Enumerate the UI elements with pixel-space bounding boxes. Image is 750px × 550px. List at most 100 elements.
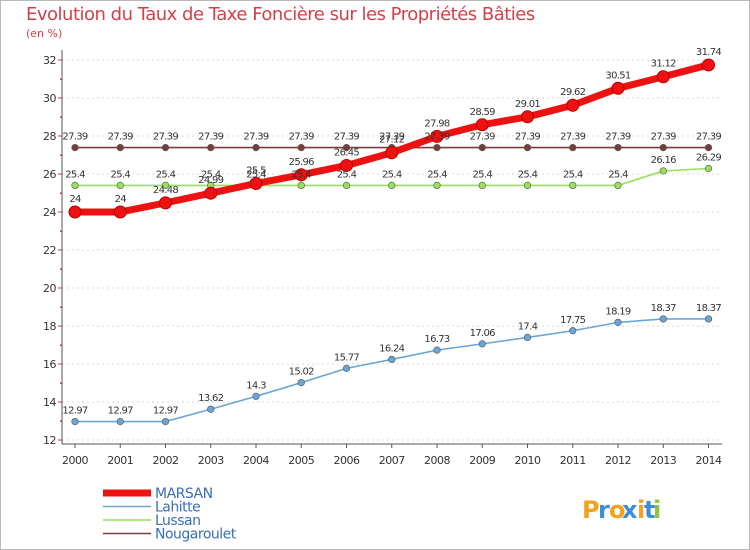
data-point: [704, 315, 713, 323]
data-label: 27.39: [424, 132, 449, 143]
logo-letter: P: [582, 496, 600, 524]
data-point: [71, 417, 79, 426]
data-label: 27.39: [62, 132, 87, 143]
data-point: [71, 181, 79, 189]
x-tick-label: 2008: [424, 454, 450, 467]
data-point: [704, 164, 713, 173]
data-point: [478, 143, 486, 152]
y-minor-tick: [60, 382, 62, 384]
data-label: 25.4: [292, 169, 312, 180]
y-tick-label: 30: [43, 92, 56, 105]
data-point: [659, 167, 667, 175]
data-label: 25.4: [563, 169, 583, 180]
logo-letter: i: [637, 496, 645, 524]
data-label: 25.4: [608, 169, 628, 180]
y-minor-tick: [60, 420, 62, 422]
data-point: [297, 143, 305, 152]
data-point: [116, 181, 124, 189]
data-point: [204, 186, 218, 200]
data-label: 29.62: [560, 87, 585, 98]
x-tick-label: 2012: [605, 454, 631, 467]
y-tick-label: 18: [43, 320, 56, 333]
legend-label-lahitte: Lahitte: [155, 500, 200, 516]
data-label: 25.4: [337, 169, 357, 180]
y-tick-label: 22: [43, 244, 56, 257]
y-minor-tick: [60, 116, 62, 118]
data-point: [566, 98, 580, 112]
data-point: [475, 118, 489, 132]
data-label: 27.39: [243, 132, 268, 143]
x-tick-label: 2007: [379, 454, 405, 467]
series-layer: [68, 58, 715, 426]
data-label: 16.24: [379, 343, 404, 354]
logo-letter: t: [644, 496, 655, 524]
logo-letter: o: [609, 496, 626, 524]
y-tick-label: 20: [43, 282, 56, 295]
x-tick-label: 2010: [515, 454, 541, 467]
data-label: 13.62: [198, 393, 223, 404]
y-minor-tick: [60, 154, 62, 156]
data-label: 25.96: [289, 157, 314, 168]
legend-label-marsan: MARSAN: [155, 486, 213, 502]
data-label: 16.73: [424, 334, 449, 345]
data-label: 27.98: [424, 118, 449, 129]
data-label: 25.4: [382, 169, 402, 180]
data-point: [614, 181, 622, 189]
data-point: [116, 143, 124, 152]
proxiti-logo: Pr ox iti: [582, 496, 661, 524]
data-label: 27.39: [651, 132, 676, 143]
data-label: 27.39: [515, 132, 540, 143]
data-label: 12.97: [153, 406, 178, 417]
data-label: 31.74: [696, 47, 721, 58]
data-point: [433, 181, 441, 189]
y-minor-tick: [60, 268, 62, 270]
data-point: [569, 181, 577, 189]
data-label: 25.4: [65, 169, 85, 180]
data-label: 27.39: [334, 132, 359, 143]
data-point: [659, 143, 667, 152]
data-label: 24: [69, 194, 81, 205]
y-minor-tick: [60, 344, 62, 346]
data-point: [521, 110, 534, 124]
data-label: 25.4: [111, 169, 131, 180]
data-label: 27.39: [470, 132, 495, 143]
data-label: 18.19: [605, 306, 630, 317]
data-label: 26.16: [651, 155, 676, 166]
data-label: 27.12: [379, 135, 404, 146]
data-point: [611, 81, 625, 95]
y-tick-label: 12: [43, 434, 56, 447]
data-point: [385, 146, 399, 160]
data-point: [159, 196, 172, 210]
logo-letter: i: [653, 496, 661, 524]
y-tick-label: 32: [43, 54, 56, 67]
data-label: 18.37: [696, 303, 721, 314]
data-point: [523, 181, 532, 189]
data-labels: 27.39 27.39 27.39 27.39 27.39 27.39 27.39 27.39…: [62, 47, 722, 417]
data-label: 17.75: [560, 315, 585, 326]
data-label: 26.45: [334, 147, 359, 158]
data-label: 27.39: [379, 132, 404, 143]
data-label: 26.29: [696, 152, 721, 163]
data-point: [388, 355, 396, 364]
data-point: [430, 129, 444, 143]
data-point: [113, 205, 127, 219]
data-point: [523, 333, 532, 342]
data-point: [252, 143, 260, 152]
data-point: [68, 205, 82, 219]
data-label: 27.39: [198, 132, 223, 143]
data-label: 31.12: [651, 59, 676, 70]
data-point: [294, 168, 308, 182]
data-point: [161, 417, 170, 426]
data-point: [71, 143, 79, 152]
x-tick-label: 2009: [469, 454, 495, 467]
data-point: [478, 340, 486, 348]
data-label: 25.5: [246, 166, 266, 177]
data-label: 27.39: [696, 132, 721, 143]
data-point: [116, 417, 124, 426]
legend-label-lussan: Lussan: [155, 513, 200, 529]
y-minor-tick: [60, 306, 62, 308]
logo-letter: x: [622, 496, 638, 524]
data-point: [433, 143, 441, 152]
